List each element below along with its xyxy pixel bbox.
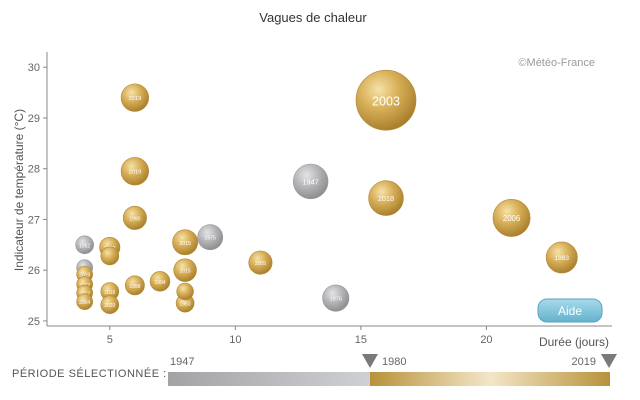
bubble-point[interactable] bbox=[368, 180, 404, 216]
bubble-point[interactable] bbox=[355, 69, 417, 131]
bubble-year-label: 2019 bbox=[79, 273, 90, 279]
bubble-year-label: 2020 bbox=[104, 303, 115, 309]
x-tick-label: 5 bbox=[107, 334, 113, 346]
bubble-year-label: 2016 bbox=[104, 290, 115, 296]
bubble-unlabeled[interactable] bbox=[176, 282, 194, 301]
bubble-year-label: 2015 bbox=[179, 241, 191, 247]
bubble-year-label: 1976 bbox=[330, 297, 342, 303]
bubble-year-label: 2019 bbox=[128, 170, 141, 176]
bubble-2003[interactable]: 2003 bbox=[355, 69, 417, 131]
bubble-year-label: 2015 bbox=[180, 269, 191, 275]
bubble-year-label: 1975 bbox=[204, 236, 216, 242]
bubble-point[interactable] bbox=[124, 275, 145, 296]
bubble-point[interactable] bbox=[322, 284, 350, 312]
x-axis-title: Durée (jours) bbox=[539, 335, 609, 349]
bubble-2019[interactable]: 2019 bbox=[120, 83, 149, 112]
period-start-handle[interactable] bbox=[362, 354, 378, 368]
bubble-year-label: 2003 bbox=[372, 94, 400, 108]
bubble-year-label: 1947 bbox=[303, 177, 319, 186]
bubble-point[interactable] bbox=[176, 282, 194, 301]
bubble-point[interactable] bbox=[76, 293, 93, 310]
chart-title: Vagues de chaleur bbox=[259, 10, 367, 25]
bubble-2019[interactable]: 2019 bbox=[120, 157, 149, 186]
period-end-year: 2019 bbox=[572, 356, 596, 368]
bubble-year-label: 1990 bbox=[129, 216, 140, 222]
x-tick-label: 10 bbox=[229, 334, 241, 346]
bubble-year-label: 1952 bbox=[79, 243, 90, 249]
bubble-year-label: 1998 bbox=[129, 284, 140, 290]
bubble-point[interactable] bbox=[149, 271, 171, 292]
bubble-1947[interactable]: 1947 bbox=[292, 163, 329, 200]
bubble-1952[interactable]: 1952 bbox=[75, 235, 94, 255]
bubble-2015[interactable]: 2015 bbox=[172, 229, 199, 256]
bubble-1990[interactable]: 1990 bbox=[122, 205, 147, 230]
bubble-point[interactable] bbox=[492, 199, 531, 237]
period-mid-year: 1980 bbox=[382, 356, 406, 368]
period-bar-gray bbox=[168, 372, 370, 386]
y-tick-label: 30 bbox=[28, 62, 40, 74]
y-tick-label: 26 bbox=[28, 265, 40, 277]
bubble-point[interactable] bbox=[545, 241, 578, 274]
bubble-2018[interactable]: 2018 bbox=[368, 180, 404, 216]
period-bar-gold bbox=[370, 372, 610, 386]
help-button[interactable]: Aide bbox=[537, 298, 603, 323]
bubble-point[interactable] bbox=[197, 224, 224, 251]
help-button-label[interactable]: Aide bbox=[558, 304, 582, 318]
bubble-point[interactable] bbox=[172, 229, 199, 256]
period-label: PÉRIODE SÉLECTIONNÉE : bbox=[12, 367, 167, 380]
bubble-2020[interactable]: 2020 bbox=[100, 295, 120, 314]
y-tick-label: 27 bbox=[28, 214, 40, 226]
bubble-point[interactable] bbox=[248, 250, 273, 275]
bubble-year-label: 1983 bbox=[554, 255, 569, 262]
y-axis-title: Indicateur de température (°C) bbox=[12, 109, 26, 271]
y-tick-label: 29 bbox=[28, 113, 40, 125]
bubble-point[interactable] bbox=[173, 258, 197, 282]
bubble-year-label: 2019 bbox=[128, 96, 141, 102]
bubble-2006[interactable]: 2006 bbox=[492, 199, 531, 237]
bubble-1994[interactable]: 1994 bbox=[149, 271, 171, 292]
bubble-point[interactable] bbox=[100, 295, 120, 314]
bubble-point[interactable] bbox=[292, 163, 329, 200]
y-tick-label: 25 bbox=[28, 316, 40, 328]
credit-text: ©Météo-France bbox=[518, 57, 595, 69]
bubble-2005[interactable]: 2005 bbox=[248, 250, 273, 275]
bubble-1983[interactable]: 1983 bbox=[545, 241, 578, 274]
period-start-year: 1947 bbox=[170, 356, 194, 368]
bubble-point[interactable] bbox=[100, 246, 120, 266]
bubble-year-label: 2018 bbox=[378, 194, 394, 203]
bubble-point[interactable] bbox=[75, 235, 94, 255]
bubble-1998[interactable]: 1998 bbox=[124, 275, 145, 296]
y-tick-label: 28 bbox=[28, 164, 40, 176]
bubble-unlabeled[interactable] bbox=[100, 246, 120, 266]
bubble-point[interactable] bbox=[122, 205, 147, 230]
bubble-point[interactable] bbox=[120, 83, 149, 112]
x-tick-label: 20 bbox=[480, 334, 492, 346]
bubble-year-label: 2006 bbox=[503, 214, 520, 223]
bubble-year-label: 2005 bbox=[255, 261, 266, 267]
help-button-shape[interactable] bbox=[537, 298, 603, 323]
bubble-2015[interactable]: 2015 bbox=[173, 258, 197, 282]
bubble-point[interactable] bbox=[120, 157, 149, 186]
x-tick-label: 15 bbox=[355, 334, 367, 346]
period-end-handle[interactable] bbox=[601, 354, 617, 368]
bubble-year-label: 1994 bbox=[154, 280, 165, 286]
bubble-year-label: 2004 bbox=[79, 300, 90, 306]
bubble-1975[interactable]: 1975 bbox=[197, 224, 224, 251]
bubble-2004[interactable]: 2004 bbox=[76, 293, 93, 310]
bubble-year-label: 1983 bbox=[180, 302, 191, 308]
bubble-1976[interactable]: 1976 bbox=[322, 284, 350, 312]
